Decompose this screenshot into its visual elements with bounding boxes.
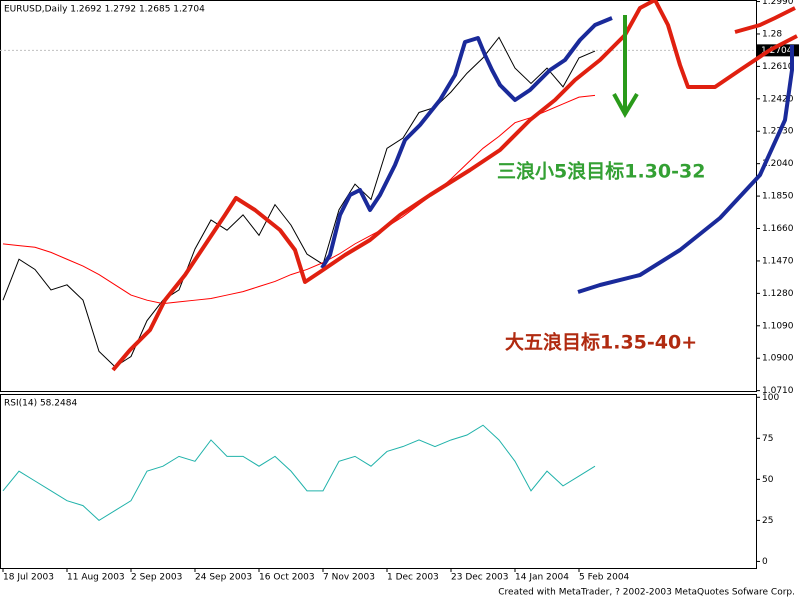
y-tick-label: 25 [762,516,773,526]
credit: Created with MetaTrader, ? 2002-2003 Met… [498,588,795,598]
x-tick-label: 1 Dec 2003 [387,573,439,583]
series-line [2,424,596,522]
rsi-panel [0,394,757,569]
x-tick-label: 5 Feb 2004 [579,573,630,583]
y-tick-label: 1.1850 [762,192,794,202]
wave-sketch [577,45,794,294]
y-tick-label: 0 [762,557,768,567]
y-tick-label: 1.2420 [762,94,794,104]
wave-sketch [734,6,796,34]
y-tick-label: 1.1470 [762,256,794,266]
arrow [612,15,639,119]
x-tick-label: 23 Dec 2003 [451,573,509,583]
y-tick-label: 1.0710 [762,386,794,396]
last-price-label: 1.2704 [761,46,793,56]
x-tick-label: 7 Nov 2003 [323,573,375,583]
x-tick-label: 14 Jan 2004 [515,573,569,583]
y-tick-label: 1.2610 [762,62,794,72]
chart-title: RSI(14) 58.2484 [4,399,77,409]
y-tick-label: 1.2990 [762,0,794,7]
y-tick-label: 1.0900 [762,354,794,364]
annotation: 大五浪目标1.35-40+ [505,331,697,354]
y-tick-label: 1.2040 [762,159,794,169]
y-tick-label: 100 [762,393,779,403]
series-line [2,94,596,305]
y-tick-label: 1.1660 [762,224,794,234]
y-tick-label: 75 [762,434,773,444]
wave-sketch [111,0,798,372]
x-tick-label: 2 Sep 2003 [131,573,182,583]
wave-sketch [320,16,613,270]
y-tick-label: 1.1090 [762,321,794,331]
series-line [2,36,596,368]
chart-title: EURUSD,Daily 1.2692 1.2792 1.2685 1.2704 [4,5,205,15]
data-layer: 1.29901.281.26101.24201.22301.20401.1850… [0,0,799,583]
y-tick-label: 1.28 [762,29,782,39]
x-tick-label: 16 Oct 2003 [259,573,315,583]
x-tick-label: 11 Aug 2003 [67,573,125,583]
x-tick-label: 18 Jul 2003 [3,573,54,583]
annotation: 三浪小5浪目标1.30-32 [497,160,705,183]
x-tick-label: 24 Sep 2003 [195,573,252,583]
y-tick-label: 1.1280 [762,289,794,299]
y-tick-label: 50 [762,475,774,485]
